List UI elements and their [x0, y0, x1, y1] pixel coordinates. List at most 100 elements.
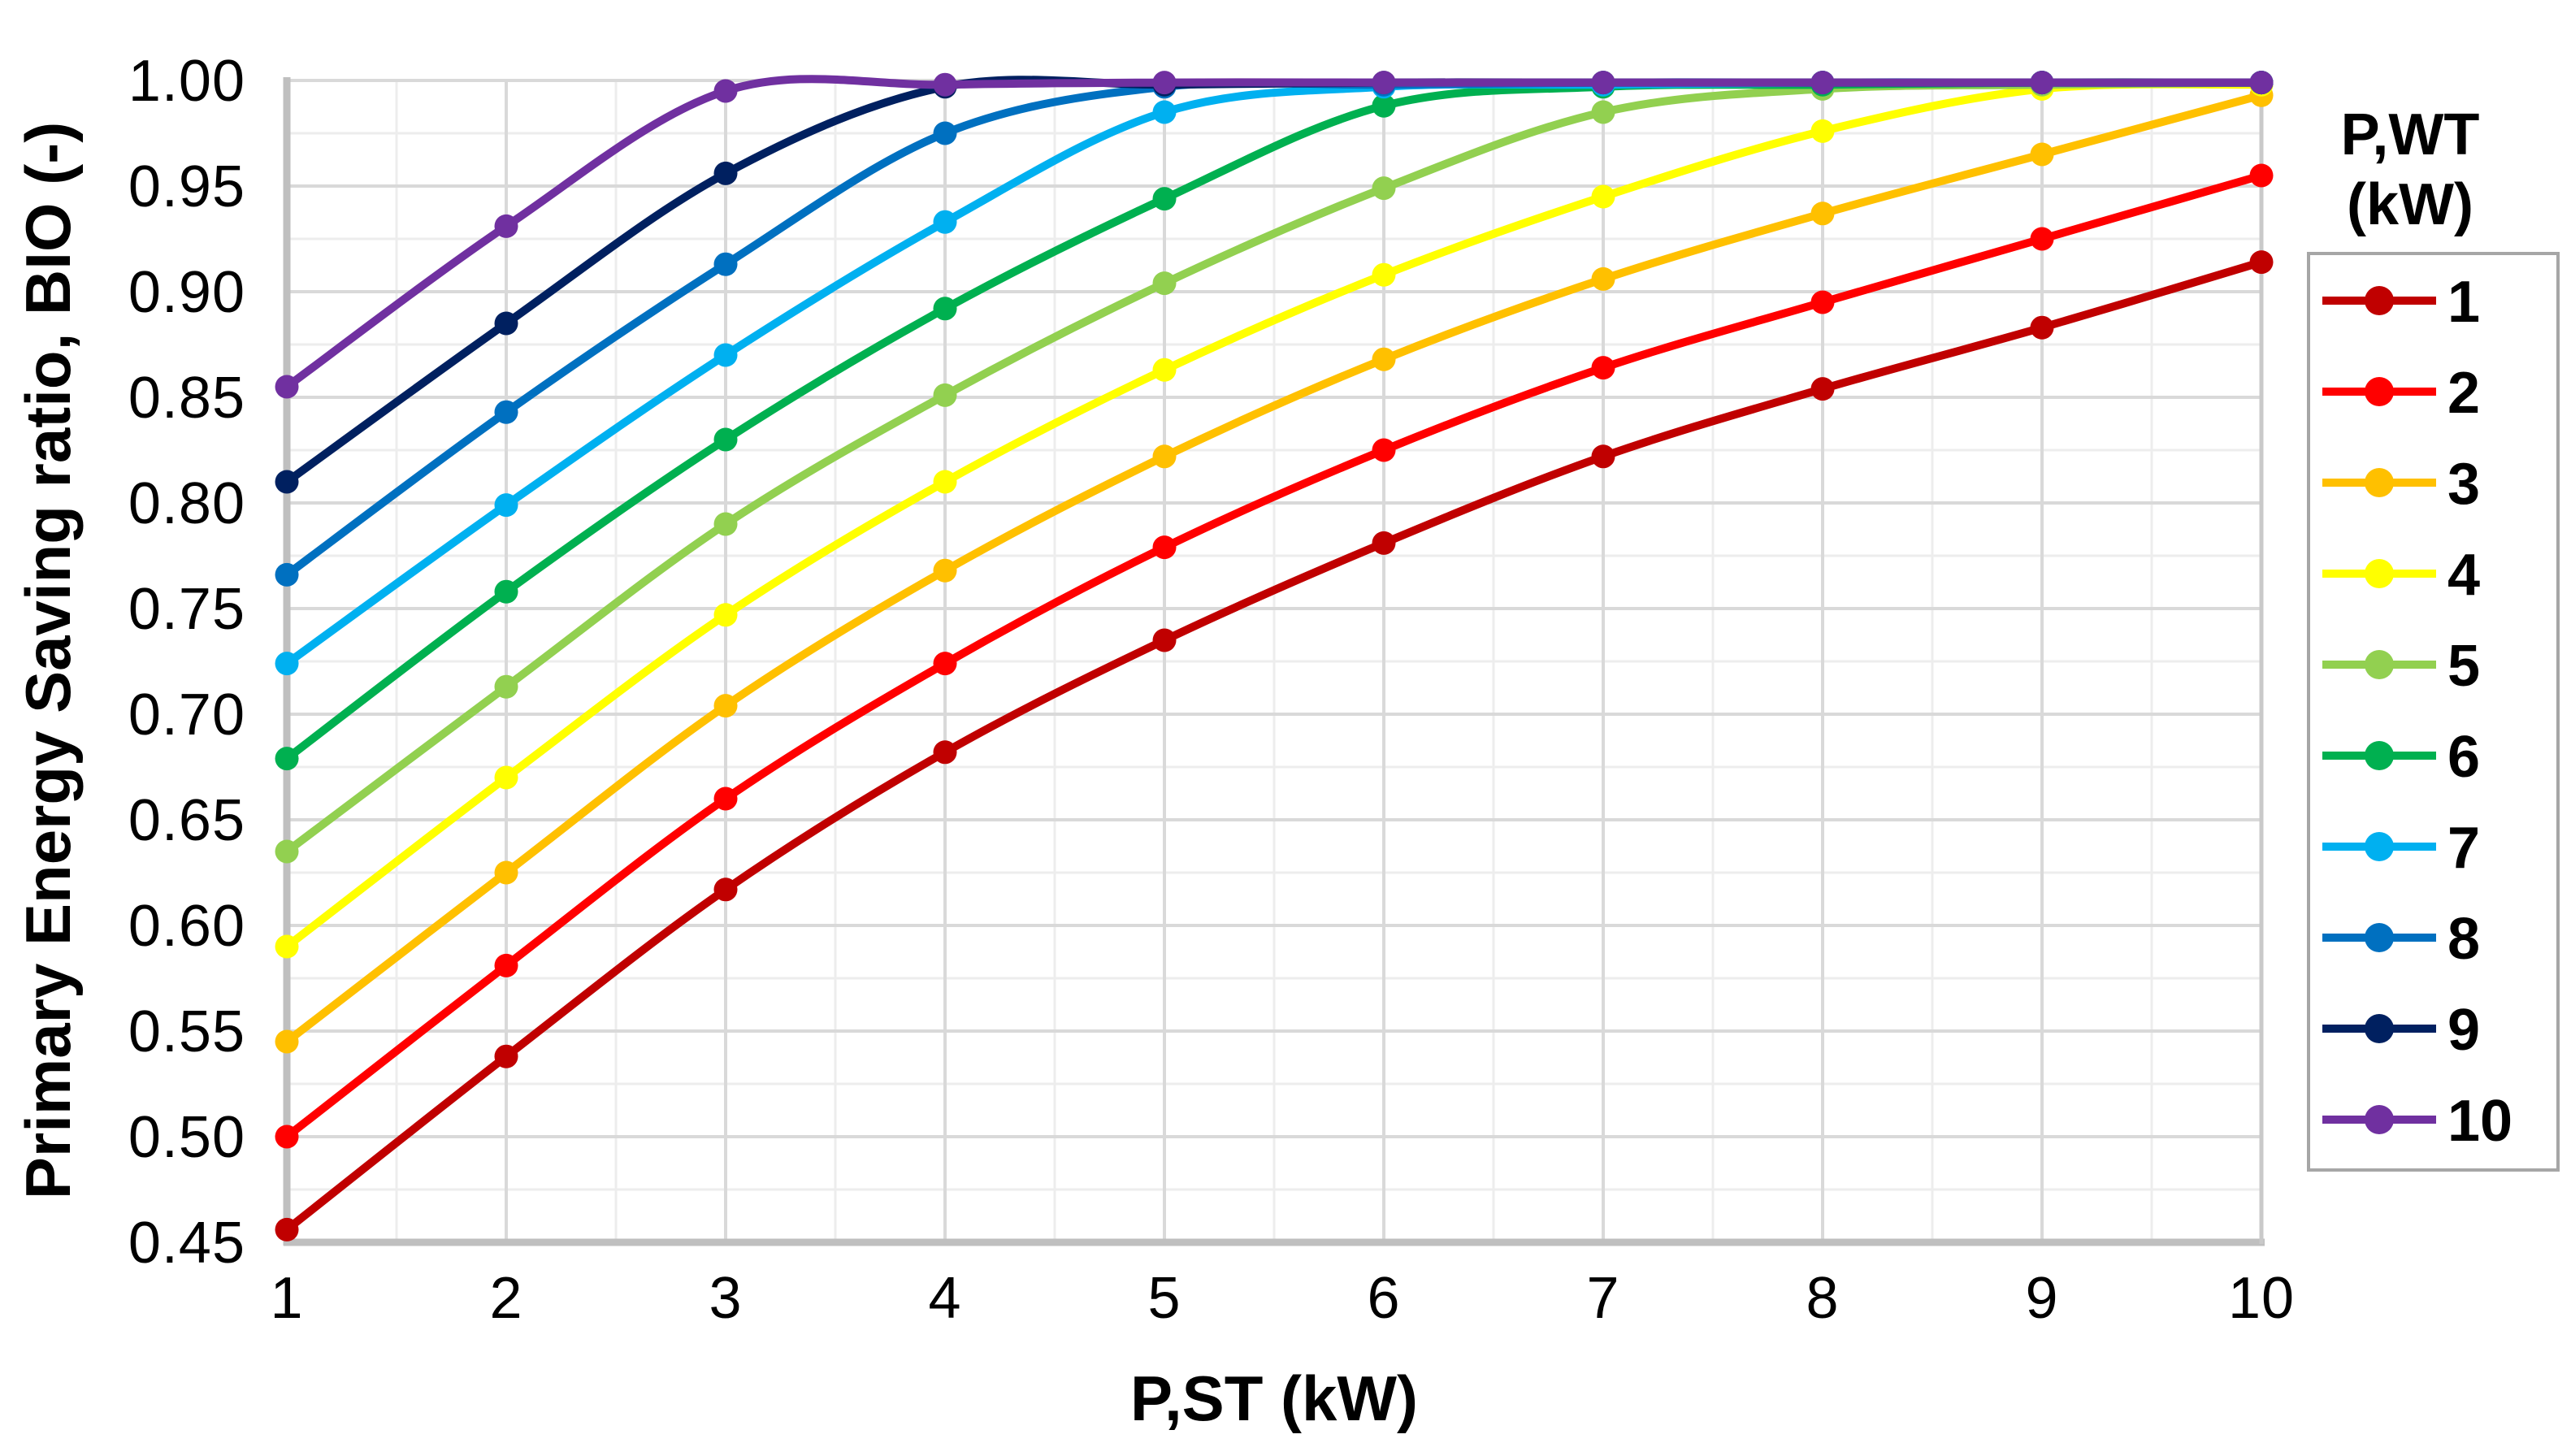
series-10-marker	[1591, 71, 1615, 95]
series-1-marker	[494, 1044, 518, 1068]
series-8-marker	[933, 121, 957, 145]
series-10-marker	[1372, 71, 1396, 95]
legend-swatch-marker	[2365, 377, 2394, 406]
y-tick-label: 1.00	[128, 49, 245, 114]
y-tick-label: 0.75	[128, 577, 245, 642]
series-3-marker	[933, 558, 957, 583]
series-3-marker	[275, 1029, 299, 1054]
legend-item-label: 8	[2447, 907, 2480, 972]
series-1-marker	[1591, 444, 1615, 469]
legend-item-label: 7	[2447, 816, 2480, 881]
legend-item-label: 9	[2447, 998, 2480, 1063]
series-4-marker	[1591, 184, 1615, 209]
series-2-marker	[1152, 535, 1177, 560]
legend-item-label: 6	[2447, 725, 2480, 790]
legend-item-8: 8	[2322, 907, 2480, 972]
x-axis-tick-labels: 1 2 3 4 5 6 7 8 9 10	[270, 1266, 2295, 1331]
series-10-line	[283, 75, 2265, 391]
legend-item-label: 3	[2447, 452, 2480, 517]
series-3-line	[283, 91, 2265, 1046]
series-2-marker	[494, 953, 518, 977]
x-tick-label: 2	[489, 1266, 522, 1331]
legend-item-label: 4	[2447, 543, 2480, 608]
series-2-marker	[1810, 290, 1835, 314]
series-3-marker	[1591, 266, 1615, 291]
series-5-marker	[1372, 176, 1396, 201]
series-4	[275, 72, 2274, 959]
series-9-marker	[275, 470, 299, 494]
series-3-marker	[494, 860, 518, 885]
x-tick-label: 10	[2228, 1266, 2295, 1331]
legend-title-line1: P,WT	[2341, 102, 2480, 167]
series-plot-layer	[275, 71, 2274, 1242]
series-5-marker	[933, 383, 957, 407]
series-2-marker	[2030, 227, 2054, 251]
series-1-marker	[2030, 315, 2054, 340]
series-5-marker	[275, 839, 299, 864]
y-tick-label: 0.70	[128, 682, 245, 748]
y-tick-label: 0.55	[128, 999, 245, 1064]
series-3-marker	[1372, 347, 1396, 371]
y-tick-label: 0.95	[128, 154, 245, 219]
y-tick-label: 0.85	[128, 366, 245, 431]
legend-items: 1 2 3 4 5 6 7 8 9 10	[2322, 270, 2512, 1154]
legend-swatch-marker	[2365, 832, 2394, 861]
series-4-marker	[494, 765, 518, 790]
legend-item-4: 4	[2322, 543, 2480, 608]
y-tick-label: 0.80	[128, 471, 245, 536]
x-tick-label: 7	[1586, 1266, 1619, 1331]
legend-swatch-marker	[2365, 923, 2394, 952]
series-10-marker	[1152, 71, 1177, 95]
legend-item-3: 3	[2322, 452, 2480, 517]
series-3	[275, 83, 2274, 1054]
series-7-marker	[713, 343, 738, 367]
legend-swatch-marker	[2365, 559, 2394, 588]
x-tick-label: 6	[1367, 1266, 1400, 1331]
x-tick-label: 4	[928, 1266, 961, 1331]
x-tick-label: 5	[1147, 1266, 1181, 1331]
legend-swatch-marker	[2365, 468, 2394, 497]
series-7-marker	[494, 493, 518, 518]
series-8-marker	[275, 562, 299, 587]
x-tick-label: 9	[2025, 1266, 2058, 1331]
series-10-marker	[2030, 71, 2054, 95]
y-tick-label: 0.60	[128, 894, 245, 959]
series-4-marker	[1372, 262, 1396, 287]
x-tick-label: 3	[709, 1266, 742, 1331]
series-2-marker	[1591, 356, 1615, 380]
series-1-marker	[1152, 628, 1177, 652]
series-4-marker	[1810, 119, 1835, 143]
series-1-marker	[1810, 377, 1835, 401]
legend-item-label: 10	[2447, 1089, 2512, 1154]
y-tick-label: 0.50	[128, 1105, 245, 1170]
legend-item-5: 5	[2322, 634, 2480, 699]
series-2-marker	[1372, 438, 1396, 462]
series-4-marker	[1152, 358, 1177, 382]
legend-item-label: 1	[2447, 270, 2480, 335]
series-1-line	[283, 258, 2265, 1234]
series-1-marker	[713, 878, 738, 902]
y-axis-title: Primary Energy Saving ratio, BIO (-)	[12, 122, 84, 1199]
series-3-marker	[1810, 202, 1835, 226]
series-10-marker	[2249, 71, 2274, 95]
series-1-marker	[933, 740, 957, 765]
series-9-marker	[494, 311, 518, 336]
legend-item-label: 2	[2447, 361, 2480, 426]
series-3-marker	[713, 694, 738, 718]
series-10	[275, 71, 2274, 399]
series-7-marker	[933, 210, 957, 234]
series-3-marker	[1152, 444, 1177, 469]
series-3-marker	[2030, 142, 2054, 167]
minor-gridlines	[287, 80, 2261, 1242]
x-tick-label: 1	[270, 1266, 303, 1331]
x-tick-label: 8	[1806, 1266, 1839, 1331]
series-8-marker	[494, 400, 518, 424]
y-tick-label: 0.45	[128, 1211, 245, 1276]
legend-item-10: 10	[2322, 1089, 2512, 1154]
series-2-line	[283, 171, 2265, 1141]
legend-item-6: 6	[2322, 725, 2480, 790]
series-6-marker	[1372, 93, 1396, 118]
series-7-marker	[1152, 100, 1177, 124]
series-7-marker	[275, 652, 299, 676]
